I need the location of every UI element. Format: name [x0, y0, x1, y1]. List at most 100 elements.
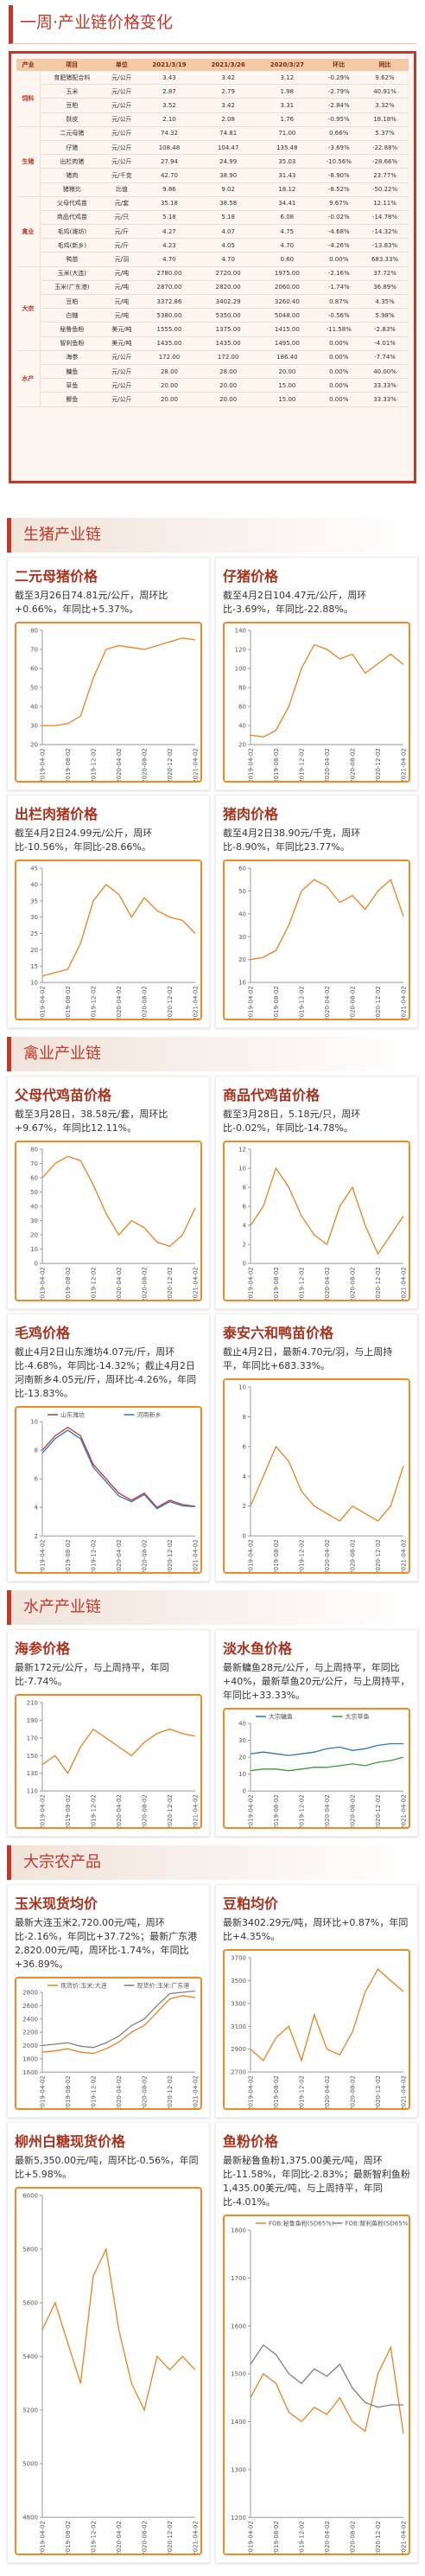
table-cell: 元/套 — [103, 196, 140, 211]
x-tick-label: 2019-08-02 — [65, 1267, 72, 1300]
table-cell: 元/吨 — [103, 266, 140, 281]
table-cell: 元/公斤 — [103, 126, 140, 141]
y-tick-label: 0 — [243, 1533, 246, 1540]
y-tick-label: 80 — [30, 1146, 38, 1153]
column-header: 2021/3/19 — [139, 59, 200, 71]
y-tick-label: 5400 — [22, 2353, 38, 2360]
x-tick-label: 2020-08-02 — [142, 1267, 149, 1300]
y-tick-label: 10 — [30, 1246, 38, 1253]
table-cell: -2.79% — [316, 84, 362, 99]
table-cell: 1.98 — [257, 84, 317, 99]
legend-label: 大宗鳙鱼 — [269, 1712, 293, 1720]
table-cell: 玉米 — [40, 84, 104, 99]
x-tick-label: 2019-12-02 — [91, 1539, 98, 1572]
table-cell: 草鱼 — [40, 378, 104, 393]
table-cell: 元/公斤 — [103, 392, 140, 407]
chart: 1200 1300 1400 1500 1600 1700 1800 2019-04-02 20… — [231, 2219, 409, 2554]
x-tick-label: 2021-04-02 — [193, 1794, 200, 1827]
data-line — [41, 2247, 196, 2412]
x-tick-label: 2020-12-02 — [375, 748, 382, 781]
y-tick-label: 6 — [35, 1475, 39, 1482]
panel-text: 截至4月2日24.99元/公斤，周环比-10.56%，年同比-28.66%。 — [15, 828, 153, 853]
table-cell: 元/吨 — [103, 308, 140, 323]
table-cell: 2.79 — [199, 84, 258, 99]
table-cell: 4.70 — [257, 238, 317, 253]
y-tick-label: 30 — [30, 914, 38, 921]
y-tick-label: 50 — [30, 684, 38, 691]
x-tick-label: 2019-08-02 — [65, 2075, 72, 2108]
table-cell: 35.18 — [139, 196, 200, 211]
panel: 猪肉价格 截至4月2日38.90元/千克，周环比-8.90%，年同比23.77%。… — [215, 795, 418, 1028]
x-tick-label: 2020-08-02 — [350, 1794, 357, 1827]
chart: 0 10 20 30 40 2019-04-02 2019-08-02 2019-12-02 2… — [238, 1712, 407, 1827]
section-header: 大宗农产品 — [7, 1845, 418, 1880]
y-tick-label: 70 — [30, 646, 38, 653]
x-tick-label: 2020-12-02 — [375, 2075, 382, 2108]
section-header: 水产产业链 — [7, 1590, 418, 1625]
x-tick-label: 2020-04-02 — [116, 2521, 123, 2554]
data-line — [250, 643, 404, 738]
y-tick-label: 1200 — [231, 2515, 246, 2522]
panel-row: 柳州白糖现货价格 最新5,350.00元/吨，周环比-0.56%，年同比+5.98… — [7, 2122, 418, 2563]
table-cell: 33.33% — [361, 378, 409, 393]
panel-text: 截止4月2日山东潍坊4.07元/斤，周环比-4.68%，年同比-14.32%；截… — [15, 1346, 197, 1399]
y-tick-label: 2200 — [22, 2029, 38, 2036]
table-row: 玉米 元/公斤 2.87 2.79 1.98 -2.79% 40.91% — [16, 84, 409, 99]
y-tick-label: 40 — [238, 911, 246, 917]
table-row: 智利鱼粉 美元/吨 1435.00 1435.00 1495.00 0.00% -4.01% — [16, 336, 409, 351]
y-tick-label: 110 — [27, 1788, 38, 1795]
y-tick-label: 60 — [30, 665, 38, 672]
panel-title: 柳州白糖现货价格 — [15, 2133, 126, 2150]
table-cell: -2.83% — [361, 322, 409, 337]
table-cell: 27.94 — [139, 154, 200, 169]
legend-label: 大宗草鱼 — [346, 1712, 370, 1720]
section-header: 生猪产业链 — [7, 518, 418, 553]
x-tick-label: 2020-12-02 — [167, 986, 174, 1019]
data-line — [250, 1167, 404, 1256]
chart-frame: 4800 5000 5200 5400 5600 5800 6000 2019-04-02 20… — [15, 2186, 202, 2555]
table-cell: 毛鸡(潍坊) — [40, 224, 104, 240]
y-tick-label: 80 — [238, 684, 246, 691]
column-header: 产业 — [16, 59, 41, 71]
panel-row: 毛鸡价格 截止4月2日山东潍坊4.07元/斤，周环比-4.68%，年同比-14.3… — [7, 1314, 418, 1582]
y-tick-label: 4 — [243, 1473, 247, 1480]
chart-frame: 0 2 4 6 8 10 2019-04-02 2019-08-02 2019-12-02 202… — [223, 1377, 410, 1574]
x-tick-label: 2019-04-02 — [248, 2521, 255, 2554]
table-cell: -11.58% — [316, 322, 362, 337]
data-line — [42, 637, 196, 726]
y-tick-label: 1400 — [231, 2419, 246, 2426]
chart: 2700 2900 3100 3300 3500 3700 2019-04-02 2019-0… — [231, 1954, 407, 2108]
table-cell: 1555.00 — [139, 322, 200, 337]
table-cell: 3.42 — [199, 71, 258, 86]
y-tick-label: 190 — [27, 1717, 38, 1724]
x-tick-label: 2020-04-02 — [116, 1267, 123, 1300]
panel: 豆粕均价 最新3402.29元/吨，周环比+0.87%，年同比+4.35%。 270… — [215, 1884, 418, 2118]
y-tick-label: 25 — [30, 930, 38, 937]
x-tick-label: 2020-04-02 — [116, 1794, 123, 1827]
table-cell: 元/只 — [103, 210, 140, 226]
table-cell: 5380.00 — [139, 308, 200, 323]
table-cell: 12.11% — [361, 196, 409, 211]
table-row: 草鱼 元/公斤 20.00 20.00 15.00 0.00% 33.33% — [16, 378, 409, 393]
section: 大宗农产品 玉米现货均价 最新大连玉米2,720.00元/吨，周环比-2.16%，年… — [7, 1845, 418, 2563]
table-row: 鳙鱼 元/公斤 28.00 28.00 20.00 0.00% 40.00% — [16, 364, 409, 380]
chart-frame: 0 10 20 30 40 50 60 70 80 2019-04-02 2019-08-02 201… — [15, 1140, 202, 1301]
chart-frame: 2700 2900 3100 3300 3500 3700 2019-04-02 2019-0… — [223, 1948, 410, 2110]
panel-row: 海参价格 最新172元/公斤，与上周持平，年同比-7.74%。 110 130 150 1… — [7, 1629, 418, 1837]
x-tick-label: 2020-04-02 — [116, 1539, 123, 1572]
y-tick-label: 150 — [27, 1753, 38, 1760]
y-tick-label: 30 — [238, 1737, 246, 1744]
y-tick-label: 40 — [238, 722, 246, 729]
panel: 淡水鱼价格 最新鳙鱼28元/公斤，与上周持平，年同比+40%，最新草鱼20元/公斤… — [215, 1629, 418, 1837]
table-cell: 20.00 — [199, 378, 258, 393]
column-header: 单位 — [103, 59, 140, 71]
y-tick-label: 6 — [243, 1443, 247, 1450]
panel-title: 海参价格 — [15, 1640, 71, 1657]
table-cell: 元/公斤 — [103, 350, 140, 365]
x-tick-label: 2019-04-02 — [248, 2075, 255, 2108]
table-cell: 0.87% — [316, 294, 362, 310]
x-tick-label: 2020-12-02 — [375, 986, 382, 1019]
x-tick-label: 2019-04-02 — [248, 1539, 255, 1572]
chart: 10 20 30 40 50 60 2019-04-02 2019-08-02 2019-12-… — [238, 865, 407, 1019]
price-table: 产业 项目 单位 2021/3/19 2021/3/26 2020/3/27 环比 同比 饲料育… — [16, 59, 409, 407]
